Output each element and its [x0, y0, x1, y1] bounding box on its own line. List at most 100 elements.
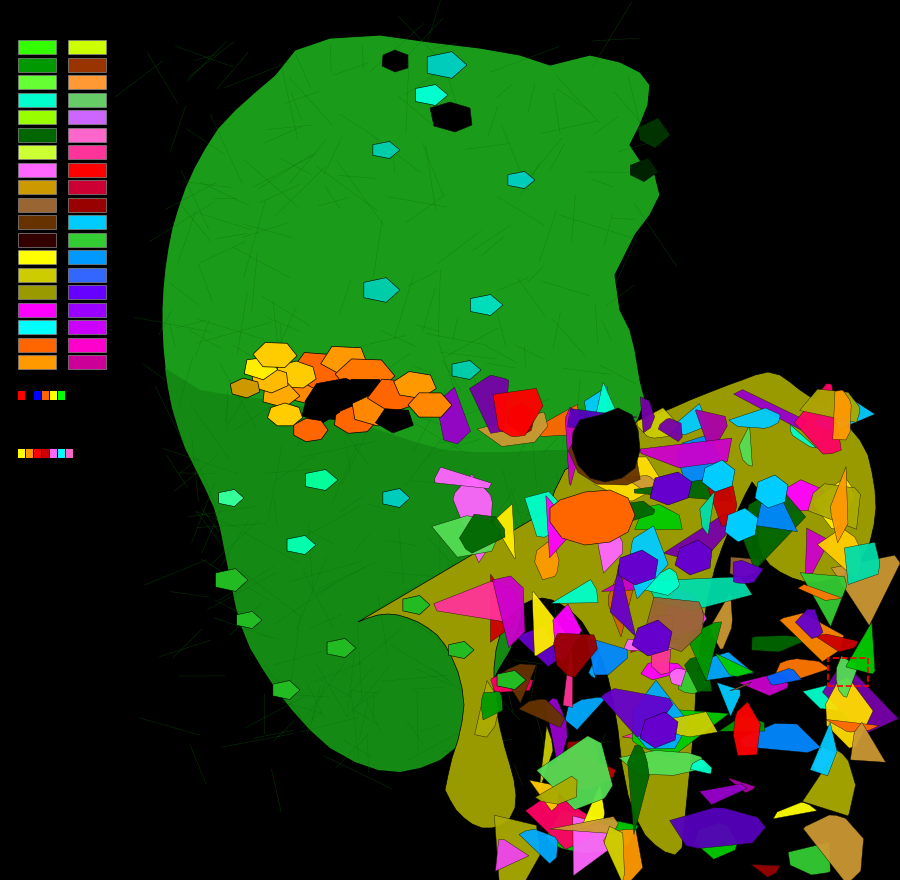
- FancyBboxPatch shape: [68, 40, 106, 54]
- FancyBboxPatch shape: [68, 338, 106, 351]
- Polygon shape: [808, 484, 860, 529]
- FancyBboxPatch shape: [68, 320, 106, 334]
- Polygon shape: [734, 702, 760, 756]
- Polygon shape: [846, 622, 875, 674]
- FancyBboxPatch shape: [18, 40, 56, 54]
- FancyBboxPatch shape: [18, 215, 56, 229]
- FancyBboxPatch shape: [18, 320, 56, 334]
- Polygon shape: [165, 368, 598, 772]
- Polygon shape: [850, 722, 886, 762]
- Polygon shape: [416, 84, 448, 106]
- Polygon shape: [572, 408, 640, 482]
- Polygon shape: [641, 662, 686, 679]
- FancyBboxPatch shape: [68, 145, 106, 159]
- Polygon shape: [627, 745, 649, 834]
- Polygon shape: [696, 410, 727, 444]
- Polygon shape: [263, 383, 300, 407]
- Polygon shape: [796, 609, 823, 639]
- Polygon shape: [237, 612, 262, 628]
- Polygon shape: [668, 404, 707, 435]
- Polygon shape: [803, 750, 856, 816]
- Polygon shape: [632, 620, 672, 656]
- Polygon shape: [603, 829, 643, 880]
- Polygon shape: [734, 390, 807, 429]
- Polygon shape: [605, 826, 625, 880]
- FancyBboxPatch shape: [42, 391, 49, 400]
- Polygon shape: [755, 475, 788, 508]
- Polygon shape: [482, 692, 502, 720]
- Polygon shape: [695, 823, 738, 859]
- FancyBboxPatch shape: [68, 232, 106, 246]
- FancyBboxPatch shape: [34, 391, 41, 400]
- Polygon shape: [302, 399, 339, 423]
- Polygon shape: [252, 367, 288, 393]
- Polygon shape: [738, 673, 788, 696]
- Polygon shape: [601, 575, 647, 591]
- Polygon shape: [797, 584, 842, 600]
- Polygon shape: [403, 596, 430, 614]
- FancyBboxPatch shape: [58, 391, 65, 400]
- Polygon shape: [551, 580, 598, 604]
- Polygon shape: [529, 781, 561, 811]
- Polygon shape: [491, 574, 516, 642]
- Polygon shape: [565, 739, 599, 774]
- Polygon shape: [452, 361, 481, 379]
- Polygon shape: [708, 478, 737, 526]
- Polygon shape: [711, 592, 733, 649]
- Polygon shape: [436, 387, 471, 444]
- FancyBboxPatch shape: [68, 180, 106, 194]
- Polygon shape: [800, 573, 847, 627]
- Polygon shape: [267, 403, 302, 426]
- FancyBboxPatch shape: [18, 145, 56, 159]
- Polygon shape: [823, 661, 898, 735]
- FancyBboxPatch shape: [50, 391, 57, 400]
- Polygon shape: [532, 591, 568, 656]
- Polygon shape: [740, 723, 821, 752]
- Polygon shape: [586, 501, 654, 523]
- FancyBboxPatch shape: [26, 449, 33, 458]
- Polygon shape: [799, 389, 860, 422]
- Polygon shape: [382, 50, 408, 72]
- Polygon shape: [699, 784, 747, 804]
- Polygon shape: [831, 466, 848, 543]
- FancyBboxPatch shape: [68, 355, 106, 369]
- Polygon shape: [826, 678, 873, 748]
- Polygon shape: [536, 736, 613, 810]
- Polygon shape: [811, 477, 854, 529]
- Polygon shape: [640, 712, 678, 748]
- Polygon shape: [554, 634, 598, 678]
- Polygon shape: [790, 424, 816, 448]
- Polygon shape: [756, 495, 797, 532]
- Polygon shape: [773, 803, 817, 818]
- FancyBboxPatch shape: [18, 57, 56, 71]
- Polygon shape: [629, 526, 668, 598]
- Polygon shape: [670, 808, 766, 848]
- Polygon shape: [273, 680, 300, 700]
- Polygon shape: [669, 712, 717, 737]
- FancyBboxPatch shape: [68, 197, 106, 211]
- Polygon shape: [497, 671, 526, 690]
- Polygon shape: [367, 379, 420, 413]
- Polygon shape: [435, 467, 491, 488]
- FancyBboxPatch shape: [18, 303, 56, 317]
- Polygon shape: [477, 412, 548, 446]
- Polygon shape: [779, 613, 843, 662]
- Polygon shape: [675, 540, 712, 575]
- Polygon shape: [566, 505, 592, 532]
- Polygon shape: [494, 815, 540, 880]
- Polygon shape: [719, 716, 765, 731]
- Polygon shape: [493, 388, 543, 436]
- Polygon shape: [806, 528, 829, 576]
- Polygon shape: [539, 726, 553, 792]
- Polygon shape: [274, 367, 326, 403]
- Polygon shape: [729, 778, 755, 793]
- Polygon shape: [430, 102, 472, 132]
- Polygon shape: [471, 295, 503, 315]
- Polygon shape: [832, 555, 900, 626]
- FancyBboxPatch shape: [68, 128, 106, 142]
- Polygon shape: [244, 357, 278, 380]
- Polygon shape: [677, 436, 720, 495]
- Polygon shape: [652, 615, 673, 675]
- Polygon shape: [428, 52, 467, 78]
- FancyBboxPatch shape: [50, 449, 57, 458]
